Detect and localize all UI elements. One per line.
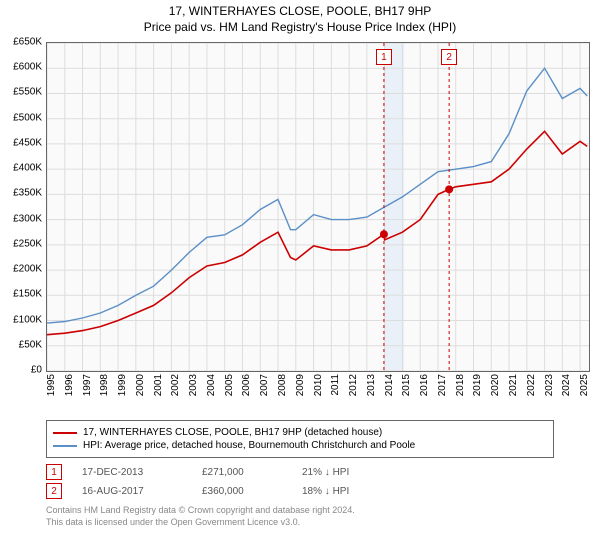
y-tick-label: £200K	[13, 264, 42, 275]
sale-price: £360,000	[202, 486, 282, 497]
sale-price: £271,000	[202, 467, 282, 478]
x-tick-label: 1999	[117, 374, 128, 396]
sale-flag: 2	[441, 49, 457, 65]
legend-swatch	[53, 432, 77, 434]
x-tick-label: 2025	[579, 374, 590, 396]
x-tick-label: 2012	[348, 374, 359, 396]
y-tick-label: £50K	[19, 339, 42, 350]
x-tick-label: 2005	[224, 374, 235, 396]
x-axis-labels: 1995 1996 1997 1998 1999 2000 2001 2002 2003 2004…	[46, 372, 590, 414]
chart-title: 17, WINTERHAYES CLOSE, POOLE, BH17 9HP	[0, 4, 600, 18]
y-tick-label: £150K	[13, 289, 42, 300]
x-tick-label: 2021	[508, 374, 519, 396]
sale-diff: 18% ↓ HPI	[302, 486, 382, 497]
x-tick-label: 2016	[419, 374, 430, 396]
legend-item: HPI: Average price, detached house, Bour…	[53, 440, 547, 451]
x-tick-label: 1996	[64, 374, 75, 396]
x-tick-label: 2020	[490, 374, 501, 396]
x-tick-label: 2006	[241, 374, 252, 396]
x-tick-label: 2019	[472, 374, 483, 396]
legend-swatch	[53, 445, 77, 447]
x-tick-label: 2017	[437, 374, 448, 396]
chart-container: 17, WINTERHAYES CLOSE, POOLE, BH17 9HP P…	[0, 0, 600, 528]
x-tick-label: 2001	[153, 374, 164, 396]
x-tick-label: 2004	[206, 374, 217, 396]
x-tick-label: 2002	[170, 374, 181, 396]
x-tick-label: 2015	[401, 374, 412, 396]
x-tick-label: 2003	[188, 374, 199, 396]
sales-table: 1 17-DEC-2013 £271,000 21% ↓ HPI 2 16-AU…	[46, 464, 554, 499]
chart-subtitle: Price paid vs. HM Land Registry's House …	[0, 20, 600, 34]
sale-diff: 21% ↓ HPI	[302, 467, 382, 478]
x-tick-label: 2000	[135, 374, 146, 396]
x-tick-label: 1995	[46, 374, 57, 396]
sale-flag: 1	[376, 49, 392, 65]
x-tick-label: 2018	[455, 374, 466, 396]
legend-label: HPI: Average price, detached house, Bour…	[83, 440, 415, 451]
sale-date: 16-AUG-2017	[82, 486, 182, 497]
x-tick-label: 2022	[526, 374, 537, 396]
y-axis-labels: £0£50K£100K£150K£200K£250K£300K£350K£400…	[0, 42, 44, 370]
legend-label: 17, WINTERHAYES CLOSE, POOLE, BH17 9HP (…	[83, 427, 382, 438]
chart-svg	[47, 43, 589, 371]
legend: 17, WINTERHAYES CLOSE, POOLE, BH17 9HP (…	[46, 420, 554, 458]
y-tick-label: £100K	[13, 314, 42, 325]
y-tick-label: £550K	[13, 87, 42, 98]
x-tick-label: 2010	[313, 374, 324, 396]
titles: 17, WINTERHAYES CLOSE, POOLE, BH17 9HP P…	[0, 0, 600, 34]
footnote: Contains HM Land Registry data © Crown c…	[46, 505, 554, 528]
y-tick-label: £600K	[13, 62, 42, 73]
y-tick-label: £450K	[13, 137, 42, 148]
plot-area: 12	[46, 42, 590, 372]
x-tick-label: 2023	[544, 374, 555, 396]
footnote-line: Contains HM Land Registry data © Crown c…	[46, 505, 554, 517]
legend-item: 17, WINTERHAYES CLOSE, POOLE, BH17 9HP (…	[53, 427, 547, 438]
sale-badge: 1	[46, 464, 62, 480]
x-tick-label: 2011	[330, 374, 341, 396]
y-tick-label: £400K	[13, 163, 42, 174]
footnote-line: This data is licensed under the Open Gov…	[46, 517, 554, 529]
y-tick-label: £300K	[13, 213, 42, 224]
y-tick-label: £0	[31, 365, 42, 376]
y-tick-label: £350K	[13, 188, 42, 199]
x-tick-label: 2024	[561, 374, 572, 396]
sales-row: 2 16-AUG-2017 £360,000 18% ↓ HPI	[46, 483, 554, 499]
x-tick-label: 1998	[99, 374, 110, 396]
x-tick-label: 2009	[295, 374, 306, 396]
sale-badge: 2	[46, 483, 62, 499]
x-tick-label: 2008	[277, 374, 288, 396]
x-tick-label: 2013	[366, 374, 377, 396]
y-tick-label: £500K	[13, 112, 42, 123]
x-tick-label: 1997	[82, 374, 93, 396]
sale-date: 17-DEC-2013	[82, 467, 182, 478]
x-tick-label: 2007	[259, 374, 270, 396]
y-tick-label: £250K	[13, 238, 42, 249]
x-tick-label: 2014	[384, 374, 395, 396]
y-tick-label: £650K	[13, 37, 42, 48]
sales-row: 1 17-DEC-2013 £271,000 21% ↓ HPI	[46, 464, 554, 480]
